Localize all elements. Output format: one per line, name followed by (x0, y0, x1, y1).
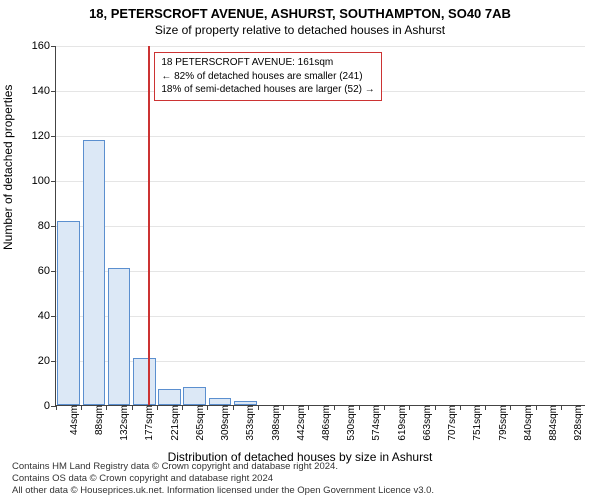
xtick-mark (157, 405, 158, 410)
annotation-line: 18 PETERSCROFT AVENUE: 161sqm (161, 56, 374, 70)
ytick-label: 0 (44, 400, 50, 412)
ytick-label: 100 (32, 175, 50, 187)
chart-area: 02040608010012014016044sqm88sqm132sqm177… (55, 46, 585, 406)
xtick-mark (81, 405, 82, 410)
gridline (56, 316, 585, 317)
ytick-mark (51, 271, 56, 272)
bar (183, 387, 206, 405)
gridline (56, 136, 585, 137)
y-axis-label: Number of detached properties (1, 85, 15, 250)
xtick-label: 619sqm (397, 405, 408, 441)
ytick-label: 80 (38, 220, 50, 232)
bar (133, 358, 156, 405)
gridline (56, 226, 585, 227)
xtick-label: 530sqm (346, 405, 357, 441)
ytick-mark (51, 181, 56, 182)
ytick-label: 20 (38, 355, 50, 367)
chart-subtitle: Size of property relative to detached ho… (0, 23, 600, 37)
annotation-line: ← 82% of detached houses are smaller (24… (161, 70, 374, 84)
xtick-label: 663sqm (422, 405, 433, 441)
xtick-mark (106, 405, 107, 410)
ytick-mark (51, 316, 56, 317)
xtick-mark (435, 405, 436, 410)
marker-line (148, 46, 150, 405)
ytick-mark (51, 91, 56, 92)
xtick-label: 309sqm (220, 405, 231, 441)
ytick-label: 40 (38, 310, 50, 322)
xtick-label: 751sqm (472, 405, 483, 441)
xtick-label: 795sqm (498, 405, 509, 441)
xtick-label: 132sqm (119, 405, 130, 441)
bar (108, 268, 131, 405)
xtick-mark (485, 405, 486, 410)
ytick-label: 140 (32, 85, 50, 97)
xtick-label: 221sqm (170, 405, 181, 441)
ytick-label: 120 (32, 130, 50, 142)
xtick-mark (460, 405, 461, 410)
xtick-mark (207, 405, 208, 410)
xtick-mark (334, 405, 335, 410)
xtick-label: 398sqm (271, 405, 282, 441)
xtick-label: 707sqm (447, 405, 458, 441)
xtick-label: 44sqm (69, 405, 80, 435)
xtick-label: 884sqm (548, 405, 559, 441)
xtick-label: 177sqm (144, 405, 155, 441)
chart-title: 18, PETERSCROFT AVENUE, ASHURST, SOUTHAM… (0, 0, 600, 21)
ytick-mark (51, 136, 56, 137)
bar (57, 221, 80, 406)
gridline (56, 46, 585, 47)
annotation-line: 18% of semi-detached houses are larger (… (161, 83, 374, 97)
xtick-mark (510, 405, 511, 410)
plot-region: 02040608010012014016044sqm88sqm132sqm177… (55, 46, 585, 406)
xtick-label: 928sqm (573, 405, 584, 441)
xtick-label: 88sqm (94, 405, 105, 435)
xtick-mark (561, 405, 562, 410)
xtick-mark (258, 405, 259, 410)
xtick-mark (409, 405, 410, 410)
marker-annotation: 18 PETERSCROFT AVENUE: 161sqm← 82% of de… (154, 52, 381, 101)
ytick-label: 160 (32, 40, 50, 52)
footer-text: Contains HM Land Registry data © Crown c… (12, 461, 434, 497)
xtick-label: 265sqm (195, 405, 206, 441)
gridline (56, 181, 585, 182)
footer-line-1: Contains HM Land Registry data © Crown c… (12, 461, 434, 473)
ytick-mark (51, 361, 56, 362)
bar (83, 140, 106, 406)
ytick-mark (51, 226, 56, 227)
footer-line-3: All other data © Houseprices.uk.net. Inf… (12, 485, 434, 497)
xtick-mark (233, 405, 234, 410)
ytick-mark (51, 46, 56, 47)
xtick-mark (308, 405, 309, 410)
bar (158, 389, 181, 405)
xtick-label: 574sqm (371, 405, 382, 441)
xtick-mark (536, 405, 537, 410)
xtick-label: 840sqm (523, 405, 534, 441)
xtick-mark (132, 405, 133, 410)
chart-container: 18, PETERSCROFT AVENUE, ASHURST, SOUTHAM… (0, 0, 600, 500)
xtick-mark (359, 405, 360, 410)
xtick-mark (384, 405, 385, 410)
xtick-mark (283, 405, 284, 410)
xtick-label: 442sqm (296, 405, 307, 441)
xtick-mark (182, 405, 183, 410)
bar (209, 398, 232, 405)
xtick-label: 486sqm (321, 405, 332, 441)
xtick-label: 353sqm (245, 405, 256, 441)
xtick-mark (56, 405, 57, 410)
footer-line-2: Contains OS data © Crown copyright and d… (12, 473, 434, 485)
ytick-label: 60 (38, 265, 50, 277)
gridline (56, 271, 585, 272)
